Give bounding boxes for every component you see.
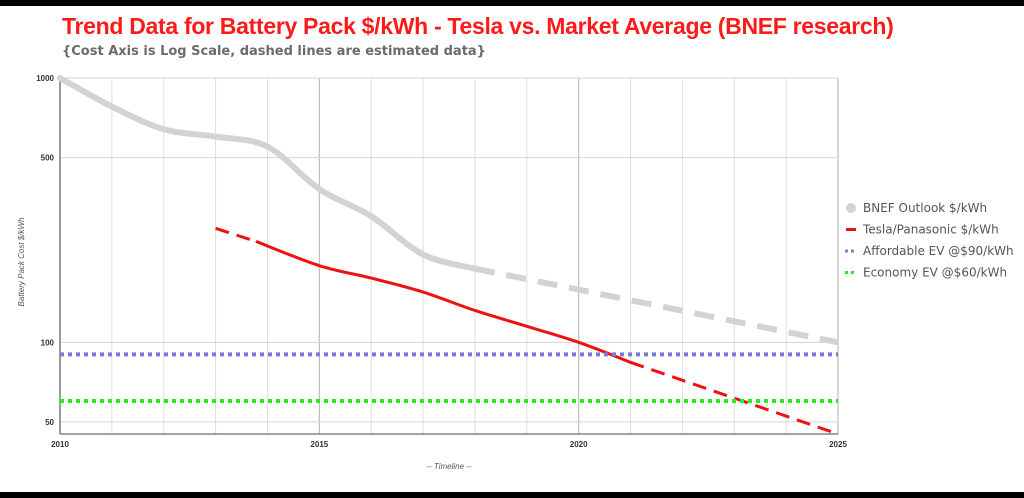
y-tick-label: 500: [41, 154, 55, 163]
y-tick-label: 100: [41, 338, 55, 347]
legend-label: Tesla/Panasonic $/kWh: [862, 223, 999, 237]
legend-label: Affordable EV @$90/kWh: [863, 244, 1014, 258]
x-tick-label: 2025: [829, 440, 847, 449]
x-tick-label: 2020: [570, 440, 588, 449]
legend-label: Economy EV @$60/kWh: [863, 266, 1007, 280]
tick-layer: 1000 500 100 50 2010 2015 2020 2025: [36, 74, 847, 449]
series-line-bnef-outlook-kwh-estimated: [474, 265, 839, 346]
legend-item: BNEF Outlook $/kWh: [846, 201, 987, 215]
y-axis-label: Battery Pack Cost $/kWh: [17, 217, 26, 306]
series-line-tesla-panasonic-kwh-estimated: [630, 360, 839, 436]
grid-layer: [59, 77, 839, 435]
x-tick-label: 2015: [310, 440, 328, 449]
legend-marker: [846, 203, 856, 213]
series-line-bnef-outlook-kwh: [57, 75, 478, 272]
series-line-tesla-panasonic-kwh: [255, 240, 633, 364]
legend: BNEF Outlook $/kWh Tesla/Panasonic $/kWh A…: [845, 201, 1014, 280]
chart-subtitle: {Cost Axis is Log Scale, dashed lines ar…: [62, 44, 486, 59]
legend-label: BNEF Outlook $/kWh: [863, 201, 987, 215]
series-layer: [57, 75, 839, 436]
legend-item: Affordable EV @$90/kWh: [845, 244, 1014, 258]
legend-item: Tesla/Panasonic $/kWh: [846, 223, 999, 237]
legend-item: Economy EV @$60/kWh: [845, 266, 1007, 280]
y-tick-label: 50: [45, 418, 54, 427]
x-tick-label: 2010: [51, 440, 69, 449]
x-axis-label: -- Timeline --: [426, 462, 472, 471]
series-line-tesla-panasonic-kwh-estimated: [215, 226, 258, 244]
chart-frame: [0, 6, 1024, 492]
chart-title: Trend Data for Battery Pack $/kWh - Tesl…: [62, 13, 894, 39]
y-tick-label: 1000: [36, 74, 54, 83]
